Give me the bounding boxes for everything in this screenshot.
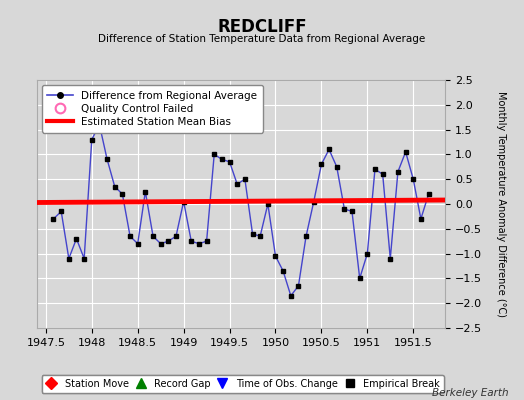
- Y-axis label: Monthly Temperature Anomaly Difference (°C): Monthly Temperature Anomaly Difference (…: [496, 91, 506, 317]
- Text: REDCLIFF: REDCLIFF: [217, 18, 307, 36]
- Text: Difference of Station Temperature Data from Regional Average: Difference of Station Temperature Data f…: [99, 34, 425, 44]
- Legend: Station Move, Record Gap, Time of Obs. Change, Empirical Break: Station Move, Record Gap, Time of Obs. C…: [41, 375, 444, 392]
- Text: Berkeley Earth: Berkeley Earth: [432, 388, 508, 398]
